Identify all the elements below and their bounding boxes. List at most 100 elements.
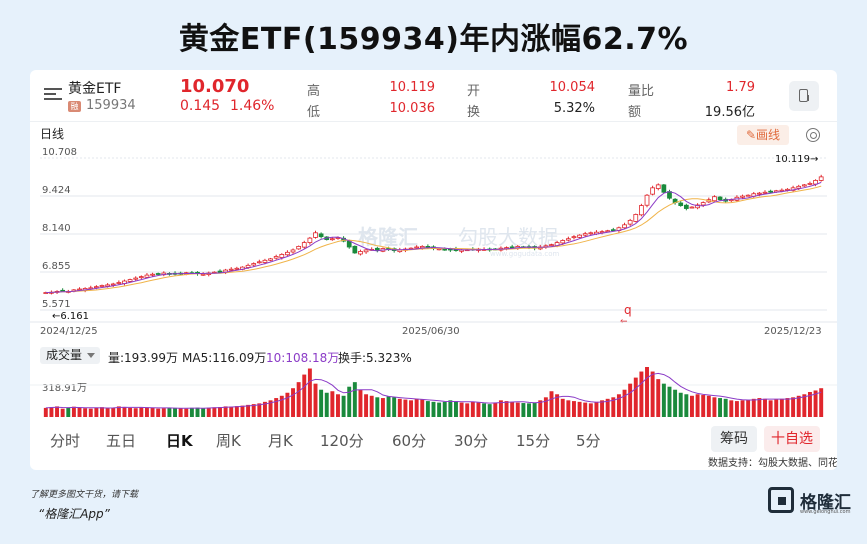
volume-bar (689, 395, 694, 417)
watermark-brand: 格隆汇 (358, 225, 418, 249)
tab-30min[interactable]: 30分 (454, 432, 489, 450)
volume-bar (476, 402, 481, 417)
volume-bar (347, 386, 352, 417)
candle-body (560, 240, 566, 244)
candle-body (712, 196, 717, 202)
candle-body (251, 263, 257, 266)
stock-name: 黄金ETF (68, 81, 122, 97)
volume-bar (201, 408, 206, 417)
volume-header: 成交量 量:193.99万 MA5:116.09万 10:108.18万 换手:… (30, 345, 837, 365)
candle-body (144, 274, 150, 278)
menu-icon[interactable] (44, 88, 62, 100)
candle-body (256, 261, 262, 264)
volume-bar (448, 400, 453, 417)
turnover-value: 5.32% (553, 101, 595, 116)
volume-bar (206, 407, 211, 417)
volume-bar (734, 401, 739, 417)
vol-ratio-value: 1.79 (726, 80, 755, 95)
volume-bar (336, 394, 340, 417)
orientation-button[interactable] (789, 81, 819, 111)
tab-60min[interactable]: 60分 (392, 432, 427, 450)
volume-bar (392, 397, 397, 417)
candle-body (279, 254, 285, 258)
period-tabs: 分时 五日 日K 周K 月K 120分 60分 30分 15分 5分 筹码 十自… (30, 426, 837, 456)
settings-icon[interactable] (806, 128, 820, 142)
amount-value: 19.56亿 (704, 105, 755, 120)
candle-body (644, 194, 650, 206)
volume-bar (268, 400, 273, 417)
price-change-pct: 1.46% (230, 98, 275, 114)
volume-bar (577, 401, 582, 417)
candle-body (234, 267, 240, 270)
volume-bar (150, 407, 155, 417)
high-value: 10.119 (389, 80, 436, 95)
volume-bar (291, 388, 295, 417)
tab-5min[interactable]: 5分 (576, 432, 601, 450)
volume-bar (633, 377, 638, 417)
candle-body (695, 204, 700, 209)
volume-bar (324, 392, 329, 417)
min-price-label: ←6.161 (52, 311, 89, 322)
volume-bar (296, 382, 301, 417)
y-tick-label: 10.708 (42, 147, 77, 158)
candle-body (228, 268, 234, 271)
tab-monthly-k[interactable]: 月K (268, 432, 293, 450)
volume-bar (156, 408, 161, 417)
volume-bar (122, 407, 127, 417)
candle-body (127, 279, 133, 282)
volume-bar (645, 367, 649, 417)
volume-bar (173, 407, 178, 417)
candle-body (150, 273, 155, 276)
volume-bar (650, 371, 655, 417)
period-label: 日线 (40, 127, 65, 141)
volume-bar (364, 394, 369, 417)
volume-bar (459, 402, 464, 417)
volume-bar (279, 395, 284, 417)
candle-body (200, 273, 206, 276)
x-tick-label: 2024/12/25 (40, 326, 98, 337)
tab-120min[interactable]: 120分 (320, 432, 364, 450)
volume-bar (543, 397, 548, 417)
candle-body (717, 196, 723, 201)
volume-bar (538, 400, 543, 417)
volume-indicator-select[interactable]: 成交量 (40, 347, 100, 364)
volume-bar (94, 407, 99, 417)
candle-body (577, 234, 582, 238)
volume-bar (493, 402, 498, 417)
volume-bar (223, 406, 228, 417)
tab-intraday[interactable]: 分时 (50, 432, 81, 450)
footer-download-hint: 了解更多图文干货，请下载 (30, 490, 139, 500)
y-tick-label: 8.140 (42, 223, 71, 234)
volume-bar (437, 402, 442, 417)
draw-line-button[interactable]: ✎画线 (737, 125, 789, 145)
tab-daily-k[interactable]: 日K (166, 432, 193, 450)
tab-five-day[interactable]: 五日 (106, 432, 137, 450)
candle-body (110, 283, 116, 286)
candle-body (273, 256, 279, 259)
volume-bar (431, 401, 436, 417)
low-label: 低 (307, 105, 321, 120)
volume-bar (605, 398, 610, 417)
volume-bar (639, 371, 644, 417)
volume-bar (251, 404, 256, 417)
candle-body (307, 237, 313, 243)
tab-weekly-k[interactable]: 周K (216, 432, 241, 450)
volume-bar (218, 407, 222, 417)
volume-bar (274, 398, 279, 417)
volume-bar (594, 401, 599, 417)
chips-button[interactable]: 筹码 (711, 426, 757, 452)
volume-bar (583, 402, 588, 417)
x-tick-label: 2025/12/23 (764, 326, 822, 337)
candlestick-chart[interactable]: 10.708 9.424 8.140 6.855 5.571 格隆汇 勾股大数据www.go… (30, 146, 837, 342)
volume-bar (167, 407, 172, 417)
candle-body (285, 251, 290, 256)
volume-bar (470, 401, 475, 417)
candle-body (807, 182, 813, 185)
volume-bar (66, 407, 71, 417)
add-watchlist-button[interactable]: 十自选 (764, 426, 820, 452)
candle-body (262, 259, 268, 263)
candle-body (414, 246, 420, 249)
candle-body (678, 202, 684, 206)
tab-15min[interactable]: 15分 (516, 432, 551, 450)
volume-bar (701, 395, 706, 417)
